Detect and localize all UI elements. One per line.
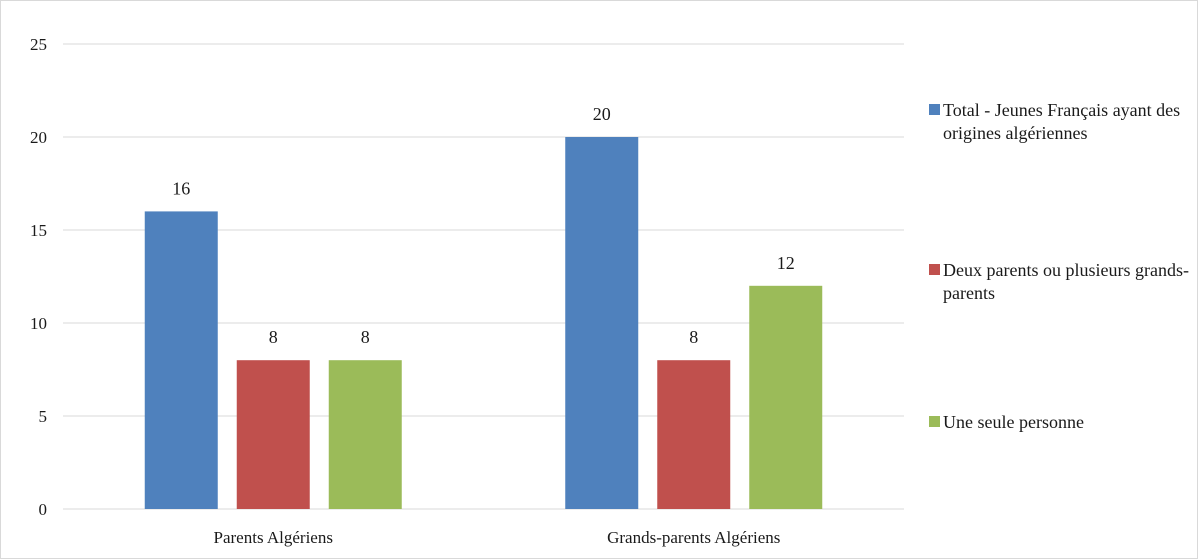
y-tick-label: 20 bbox=[30, 128, 47, 147]
legend-label: Total - Jeunes Français ayant des origin… bbox=[943, 100, 1181, 143]
legend-label: Deux parents ou plusieurs grands-parents bbox=[943, 260, 1189, 303]
data-label: 8 bbox=[361, 327, 370, 347]
legend-item: Une seule personne bbox=[929, 411, 1194, 434]
legend-swatch bbox=[929, 264, 940, 275]
y-tick-label: 10 bbox=[30, 314, 47, 333]
legend-swatch bbox=[929, 104, 940, 115]
bar bbox=[236, 360, 310, 509]
data-label: 12 bbox=[777, 253, 795, 273]
y-tick-label: 15 bbox=[30, 221, 47, 240]
bar bbox=[328, 360, 402, 509]
x-category-label: Grands-parents Algériens bbox=[607, 528, 780, 547]
bar bbox=[144, 211, 218, 509]
chart-legend: Total - Jeunes Français ayant des origin… bbox=[929, 1, 1194, 560]
x-category-label: Parents Algériens bbox=[214, 528, 333, 547]
legend-swatch bbox=[929, 416, 940, 427]
legend-item: Deux parents ou plusieurs grands-parents bbox=[929, 259, 1194, 305]
bar bbox=[565, 137, 639, 509]
y-tick-label: 25 bbox=[30, 35, 47, 54]
y-tick-label: 5 bbox=[39, 407, 48, 426]
data-label: 8 bbox=[689, 327, 698, 347]
legend-item: Total - Jeunes Français ayant des origin… bbox=[929, 99, 1194, 145]
data-label: 8 bbox=[269, 327, 278, 347]
y-tick-label: 0 bbox=[39, 500, 48, 519]
bar bbox=[749, 285, 823, 509]
legend-label: Une seule personne bbox=[943, 412, 1084, 432]
bar bbox=[657, 360, 731, 509]
data-label: 16 bbox=[172, 178, 190, 198]
data-label: 20 bbox=[593, 104, 611, 124]
